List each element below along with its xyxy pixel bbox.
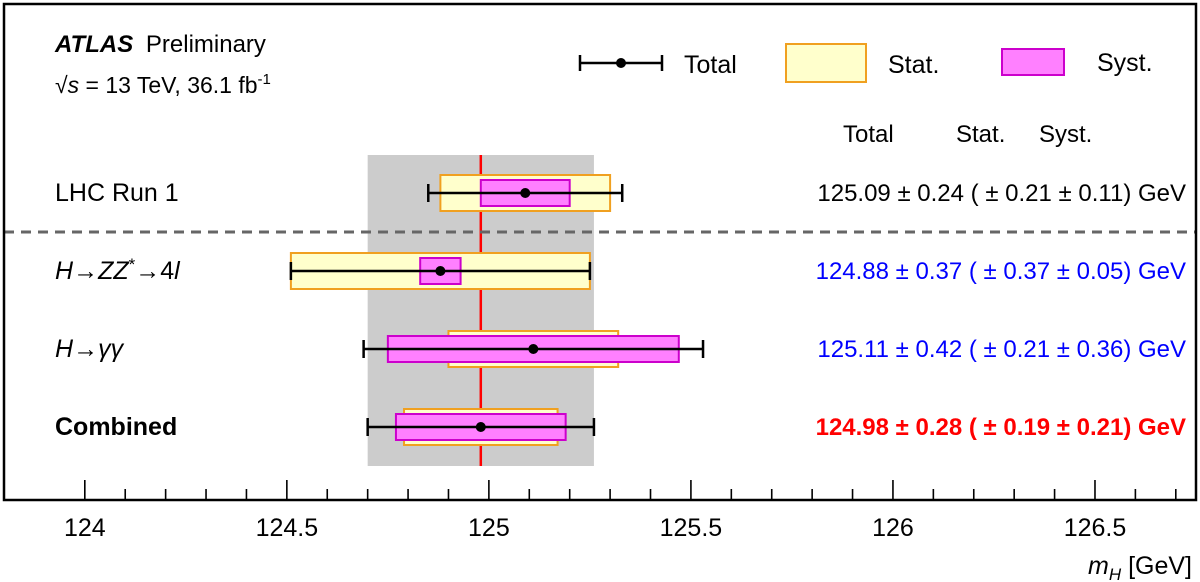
x-tick-label: 124 <box>64 514 106 542</box>
legend-syst-box <box>1001 48 1065 76</box>
column-header-total: Total <box>843 121 894 148</box>
row-label-part: → <box>73 335 98 363</box>
legend-syst-label: Syst. <box>1097 49 1153 77</box>
row-label: H→γγ <box>55 335 125 363</box>
x-axis-unit: [GeV] <box>1121 552 1192 580</box>
column-header-stat: Stat. <box>956 121 1005 148</box>
row-label-part: → <box>73 257 98 285</box>
legend-stat-box <box>785 43 867 83</box>
row-label-part: l <box>174 257 181 285</box>
row-value-text: 125.09 ± 0.24 ( ± 0.21 ± 0.11) GeV <box>817 180 1186 207</box>
x-axis-label: mH [GeV] <box>1088 552 1192 582</box>
sqrt-symbol: √ <box>55 72 68 98</box>
row-label: Combined <box>55 413 177 441</box>
row-label-part: H <box>55 335 74 363</box>
row-value-text: 124.88 ± 0.37 ( ± 0.37 ± 0.05) GeV <box>816 258 1186 285</box>
row-label-part: H <box>55 257 74 285</box>
row-label-part: ZZ <box>97 257 129 285</box>
x-tick-label: 126.5 <box>1064 514 1127 542</box>
row-value-text: 124.98 ± 0.28 ( ± 0.19 ± 0.21) GeV <box>816 414 1186 441</box>
row-label-part: 4 <box>160 257 174 285</box>
x-tick-label: 125 <box>468 514 510 542</box>
central-value-point <box>475 422 486 432</box>
central-value-point <box>435 266 446 276</box>
plot-frame <box>2 2 1198 502</box>
atlas-label: ATLAS Preliminary <box>54 31 266 58</box>
row-value-text: 125.11 ± 0.42 ( ± 0.21 ± 0.36) GeV <box>817 336 1186 363</box>
x-tick-label: 124.5 <box>256 514 319 542</box>
legend-total-label: Total <box>684 51 737 79</box>
row-label: LHC Run 1 <box>55 179 179 207</box>
experiment-name: ATLAS <box>54 31 133 58</box>
x-tick-label: 125.5 <box>660 514 723 542</box>
energy-label: √s = 13 TeV, 36.1 fb-1 <box>55 71 271 98</box>
row-label-part: → <box>135 257 160 285</box>
central-value-point <box>528 344 539 354</box>
lumi-exponent: -1 <box>258 71 271 88</box>
row-labels: LHC Run 1 125.09 ± 0.24 ( ± 0.21 ± 0.11) … <box>55 179 1186 441</box>
x-tick-label: 126 <box>872 514 914 542</box>
status-label: Preliminary <box>146 31 266 58</box>
row-label-part: γγ <box>98 335 125 363</box>
legend-stat-label: Stat. <box>888 51 939 79</box>
x-axis-ticks: 124 124.5 125 125.5 126 126.5 <box>64 480 1177 542</box>
row-label: H→ZZ*→4l <box>55 255 181 285</box>
row-label-part: * <box>129 255 136 274</box>
central-value-point <box>520 188 531 198</box>
x-axis-symbol: m <box>1088 552 1109 580</box>
energy-s: s <box>68 72 80 98</box>
energy-text: = 13 TeV, 36.1 fb <box>79 72 257 98</box>
column-header-syst: Syst. <box>1039 121 1092 148</box>
x-axis-subscript: H <box>1109 565 1122 582</box>
legend: Total Stat. Syst. <box>578 43 1153 83</box>
legend-total-marker <box>616 58 626 68</box>
measurement-marks <box>289 174 705 446</box>
